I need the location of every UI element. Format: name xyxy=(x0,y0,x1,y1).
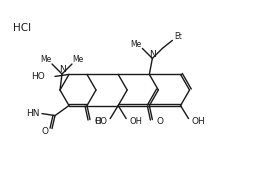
Text: OH: OH xyxy=(192,117,205,126)
Text: HCl: HCl xyxy=(13,23,31,33)
Text: OH: OH xyxy=(130,117,143,126)
Text: Me: Me xyxy=(72,56,84,64)
Text: Me: Me xyxy=(131,40,142,49)
Text: HN: HN xyxy=(26,109,40,118)
Text: HO: HO xyxy=(94,117,107,126)
Text: Me: Me xyxy=(40,56,52,64)
Text: O: O xyxy=(95,117,102,126)
Text: Et: Et xyxy=(174,32,182,41)
Text: N: N xyxy=(149,50,156,59)
Text: O: O xyxy=(157,117,164,126)
Text: O: O xyxy=(41,127,48,136)
Text: N: N xyxy=(59,66,65,75)
Text: HO: HO xyxy=(31,72,45,81)
